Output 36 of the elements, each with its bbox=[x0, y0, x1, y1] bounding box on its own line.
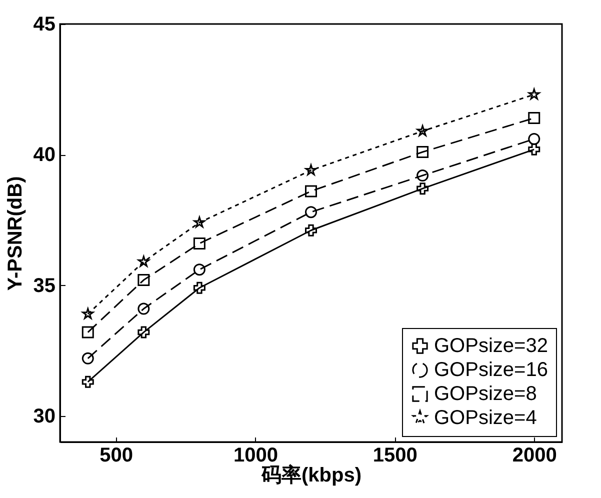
point bbox=[138, 256, 150, 267]
point bbox=[193, 264, 206, 276]
point bbox=[305, 206, 317, 218]
x-tick-label: 1500 bbox=[372, 444, 418, 466]
point bbox=[193, 237, 206, 250]
point bbox=[82, 376, 94, 388]
point bbox=[138, 326, 150, 338]
point bbox=[416, 170, 429, 182]
point bbox=[416, 125, 428, 136]
point bbox=[305, 185, 317, 198]
point bbox=[416, 182, 429, 195]
point bbox=[528, 132, 540, 145]
point bbox=[528, 143, 540, 156]
x-tick-label: 2000 bbox=[512, 444, 557, 466]
legend-label: GOPsize=8 bbox=[434, 383, 537, 405]
point bbox=[193, 282, 206, 294]
y-tick-label: 35 bbox=[33, 274, 56, 297]
y-tick-label: 45 bbox=[33, 14, 56, 36]
x-tick-label: 500 bbox=[100, 444, 133, 466]
y-tick-label: 30 bbox=[33, 405, 56, 428]
point bbox=[528, 112, 540, 124]
x-axis-title: 码率(kbps) bbox=[260, 464, 362, 486]
point bbox=[82, 326, 94, 338]
y-tick-label: 40 bbox=[33, 144, 56, 166]
point bbox=[305, 164, 317, 176]
point bbox=[138, 302, 150, 315]
point bbox=[82, 308, 94, 319]
point bbox=[416, 146, 429, 158]
legend-label: GOPsize=16 bbox=[434, 359, 548, 381]
legend-label: GOPsize=4 bbox=[434, 407, 537, 429]
point bbox=[82, 352, 94, 364]
x-tick-label: 1000 bbox=[233, 444, 278, 466]
y-axis-title: Y-PSNR(dB) bbox=[4, 176, 26, 291]
legend-label: GOPsize=32 bbox=[434, 335, 548, 357]
point bbox=[138, 274, 150, 286]
point bbox=[305, 224, 317, 236]
